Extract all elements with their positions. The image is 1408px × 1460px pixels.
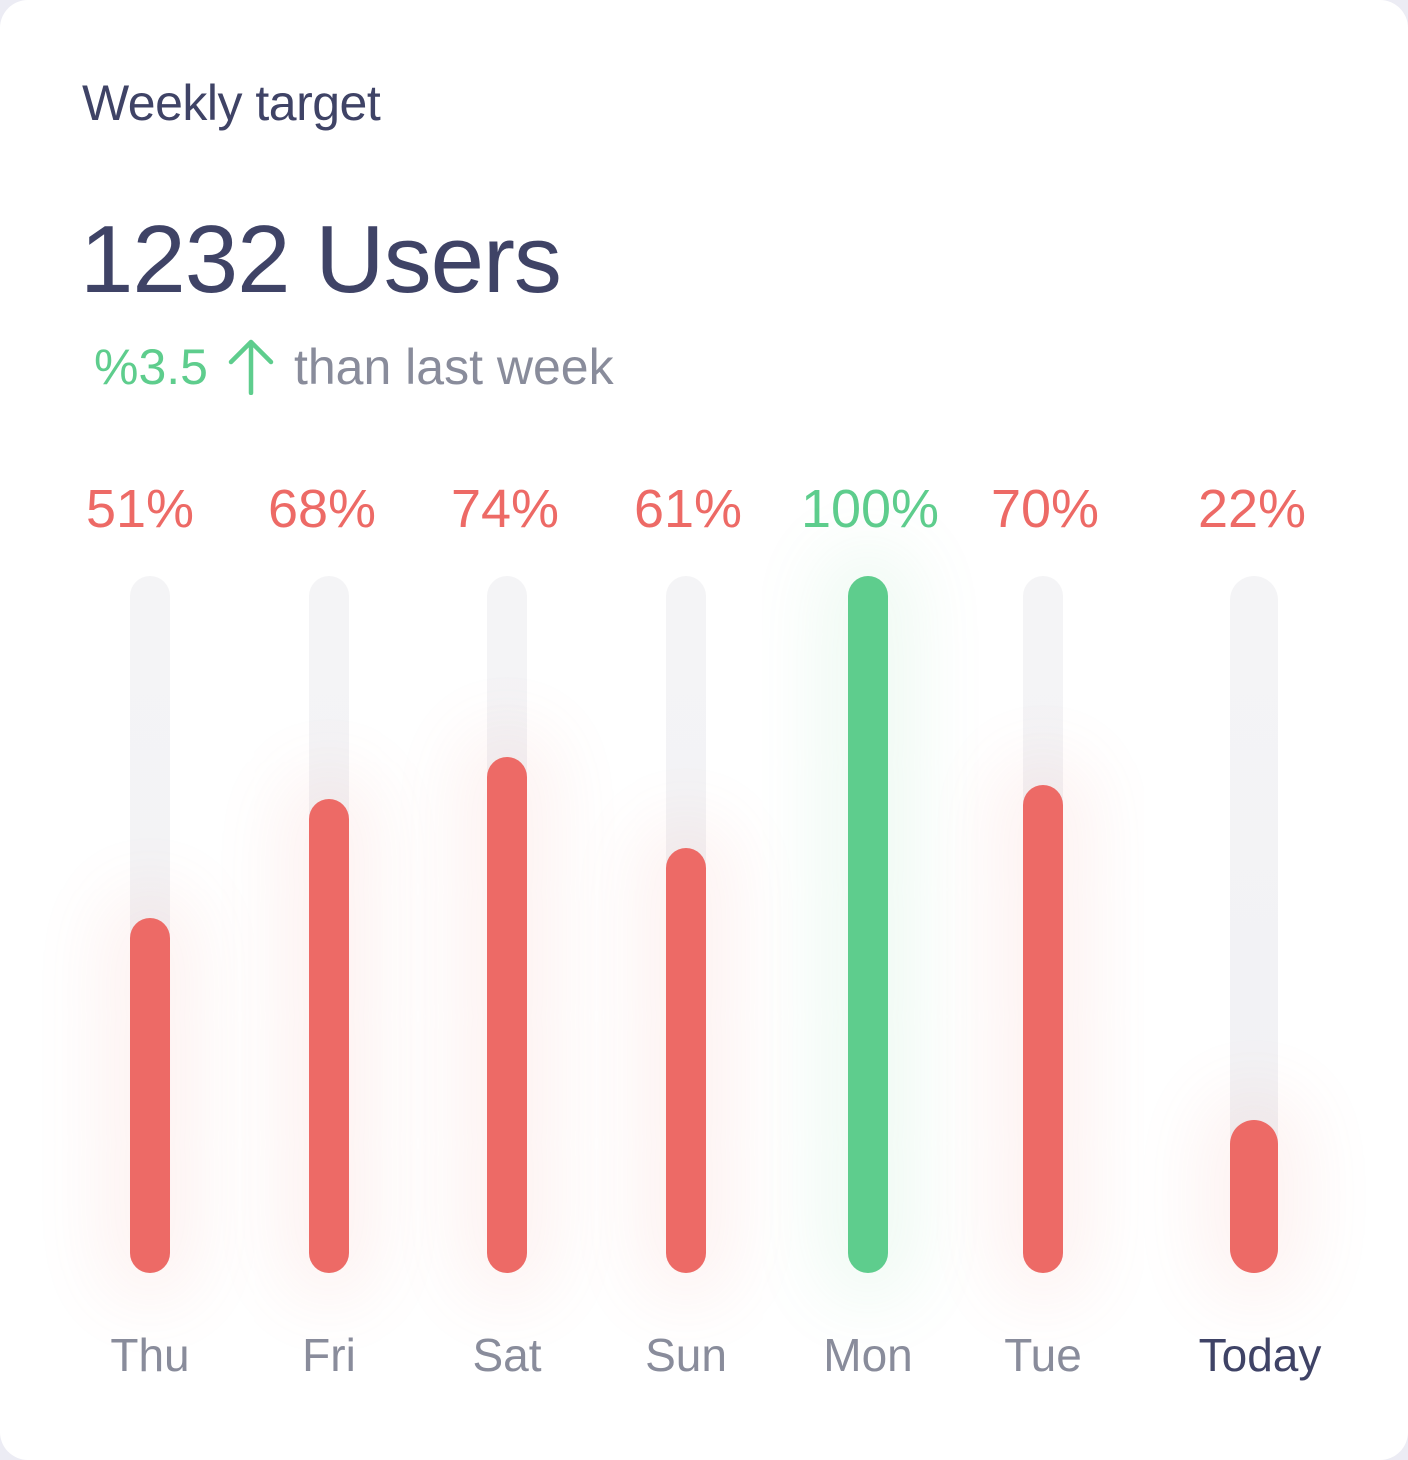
bar-track [130,576,170,1273]
arrow-up-icon [228,339,274,395]
bar-value-label: 68% [267,479,377,539]
bar-fri [309,799,349,1273]
change-value: %3.5 [94,339,208,395]
day-label: Tue [1004,1329,1082,1381]
day-label: Fri [302,1329,356,1381]
change-summary: %3.5 than last week [94,338,614,396]
day-label: Sat [472,1329,542,1381]
bar-value-label: 74% [450,479,560,539]
bar-thu [130,918,170,1273]
bar-value-label: 61% [633,479,743,539]
bar-track [1230,576,1278,1273]
change-text: than last week [293,339,614,395]
total-users: 1232 Users [80,206,562,313]
bar-value-label: 22% [1197,479,1307,539]
bar-today [1230,1120,1278,1273]
bar-tue [1023,785,1063,1273]
bar-mon [848,576,888,1273]
bar-track [666,576,706,1273]
day-label: Today [1198,1329,1322,1381]
bar-value-label: 70% [990,479,1100,539]
day-label: Sun [645,1329,727,1381]
day-label: Mon [823,1329,913,1381]
bar-value-label: 100% [800,479,940,539]
bar-sat [487,757,527,1273]
card-title: Weekly target [82,75,381,131]
bar-track [848,576,888,1273]
bar-track [1023,576,1063,1273]
bar-value-label: 51% [85,479,195,539]
bar-track [309,576,349,1273]
bar-sun [666,848,706,1273]
bar-track [487,576,527,1273]
day-label: Thu [110,1329,190,1381]
